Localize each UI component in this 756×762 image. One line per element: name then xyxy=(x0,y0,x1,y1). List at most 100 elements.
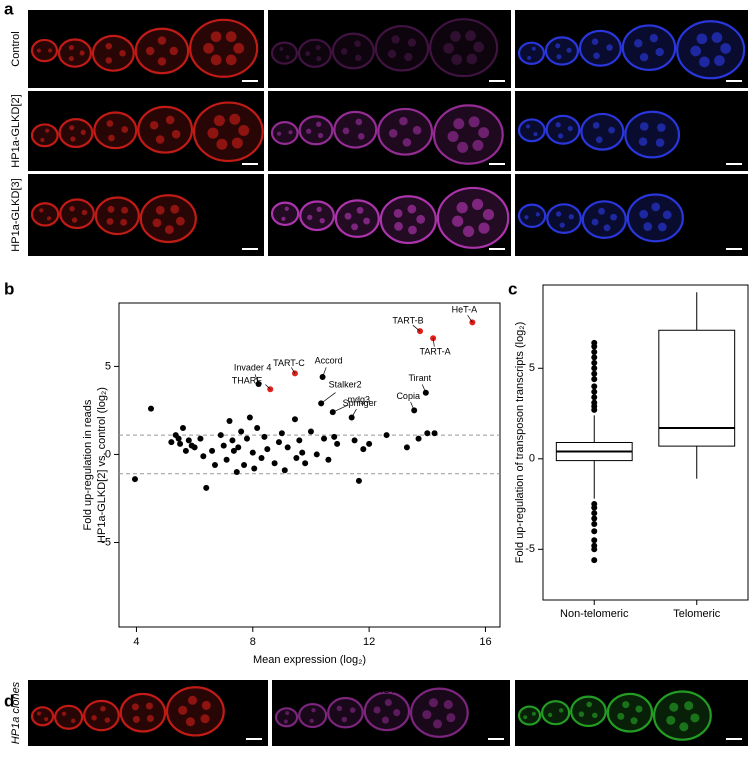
egg-chamber xyxy=(189,18,259,78)
point-label: Stalker2 xyxy=(329,380,362,390)
panel-letter: a xyxy=(4,0,14,18)
nucleus xyxy=(381,716,389,724)
nucleus xyxy=(210,31,222,43)
nucleus xyxy=(40,137,45,143)
egg-chamber xyxy=(54,704,84,730)
nucleus xyxy=(699,56,710,68)
nucleus xyxy=(639,122,649,131)
y-axis-label: HP1a-GLKD[2] vs. control (log₂) xyxy=(96,387,108,543)
nucleus xyxy=(649,33,659,43)
nucleus xyxy=(305,51,311,57)
egg-chamber xyxy=(517,41,546,65)
scale-bar xyxy=(726,248,742,250)
data-point xyxy=(366,440,373,447)
leader-line xyxy=(351,408,357,418)
y-tick-label: 0 xyxy=(105,448,111,460)
egg-chamber xyxy=(581,200,627,239)
nucleus xyxy=(309,718,314,724)
nucleus xyxy=(407,38,417,47)
nucleus xyxy=(651,202,661,212)
data-point xyxy=(220,442,227,449)
nucleus xyxy=(68,56,74,62)
data-point xyxy=(191,444,198,451)
nucleus xyxy=(279,46,284,51)
plot-frame xyxy=(542,284,749,601)
data-point xyxy=(251,465,258,472)
point-label: mdg3 xyxy=(348,395,371,405)
nucleus xyxy=(638,137,648,146)
egg-chamber xyxy=(298,702,328,729)
data-point xyxy=(131,476,138,483)
nucleus xyxy=(46,216,52,221)
leader-line xyxy=(421,384,427,393)
nucleus xyxy=(643,222,653,231)
egg-chamber xyxy=(83,699,120,732)
data-point xyxy=(254,425,261,432)
nucleus xyxy=(61,711,67,716)
data-point xyxy=(230,447,237,454)
data-point xyxy=(226,417,233,424)
nucleus xyxy=(316,56,322,62)
nucleus xyxy=(285,711,290,716)
nucleus xyxy=(200,714,210,724)
micrograph xyxy=(28,174,264,256)
x-tick-label: 4 xyxy=(133,636,139,648)
nucleus xyxy=(106,120,114,127)
scale-bar xyxy=(726,738,742,740)
outlier xyxy=(591,528,598,535)
leader-line xyxy=(322,367,327,378)
nucleus xyxy=(164,225,174,234)
outlier xyxy=(591,406,598,413)
egg-chamber xyxy=(274,707,299,728)
egg-chamber xyxy=(570,695,607,728)
point-label: Springer xyxy=(343,398,377,408)
nucleus xyxy=(443,700,453,710)
y-tick-label: -5 xyxy=(101,536,111,548)
outlier xyxy=(591,365,598,372)
nucleus xyxy=(105,42,113,50)
nucleus xyxy=(527,55,532,60)
nucleus xyxy=(462,225,475,238)
nucleus xyxy=(466,53,478,65)
data-point xyxy=(293,454,300,461)
nucleus xyxy=(316,121,322,127)
data-point xyxy=(415,435,422,442)
channel-label: HeT-A xyxy=(374,178,406,190)
egg-chamber xyxy=(58,117,94,149)
channel-label: DNA xyxy=(620,14,644,26)
nucleus xyxy=(523,715,528,720)
data-point xyxy=(238,428,245,435)
x-axis-label: Mean expression (log₂) xyxy=(253,654,366,666)
data-point xyxy=(175,435,182,442)
scale-bar xyxy=(488,738,504,740)
egg-chamber xyxy=(379,195,437,245)
nucleus xyxy=(684,701,694,711)
nucleus xyxy=(152,218,162,228)
scale-bar xyxy=(489,248,505,250)
data-point xyxy=(217,432,224,439)
nucleus xyxy=(342,127,350,135)
nucleus xyxy=(120,218,128,226)
nucleus xyxy=(36,48,41,53)
nucleus xyxy=(606,44,613,51)
egg-chamber xyxy=(621,24,677,72)
data-point xyxy=(351,437,358,444)
nucleus xyxy=(690,45,702,57)
nucleus xyxy=(340,48,348,55)
nucleus xyxy=(592,122,600,129)
nucleus xyxy=(106,217,114,225)
nucleus xyxy=(568,214,574,220)
point-label: TART-A xyxy=(420,347,451,357)
nucleus xyxy=(70,136,76,142)
egg-chamber xyxy=(517,118,546,143)
outlier xyxy=(591,537,598,544)
nucleus xyxy=(185,717,195,727)
nucleus xyxy=(598,207,606,215)
nucleus xyxy=(478,222,490,234)
channel-label: HeT-A xyxy=(374,95,406,107)
egg-chamber xyxy=(57,38,93,68)
nucleus xyxy=(225,54,237,66)
egg-chamber xyxy=(624,110,681,159)
nucleus xyxy=(149,120,159,130)
